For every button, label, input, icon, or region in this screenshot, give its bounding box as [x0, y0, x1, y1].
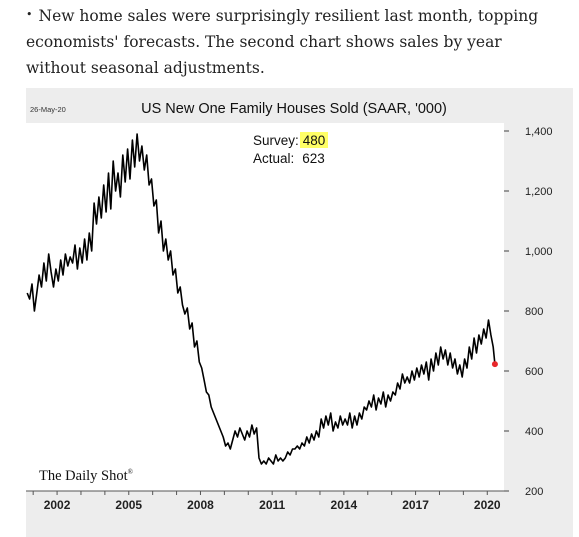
y-tick-label: 1,200: [525, 186, 553, 198]
y-tick-label: 200: [525, 486, 543, 498]
x-tick-label: 2002: [44, 498, 71, 512]
source-mark: ®: [128, 468, 134, 476]
series-line: [26, 133, 496, 465]
chart-title: US New One Family Houses Sold (SAAR, '00…: [141, 101, 447, 117]
caption-text: New home sales were surprisingly resilie…: [26, 7, 539, 77]
source-logo: The Daily Shot®: [39, 468, 134, 484]
x-tick-label: 2014: [331, 498, 358, 512]
chart-date: 26-May-20: [30, 105, 66, 114]
chart-svg: 26-May-20 US New One Family Houses Sold …: [26, 101, 553, 512]
x-tick-label: 2011: [259, 498, 285, 512]
x-tick-label: 2008: [187, 498, 214, 512]
survey-annotation: Survey: 480: [253, 133, 325, 148]
bullet-icon: •: [26, 8, 33, 21]
x-tick-label: 2005: [115, 498, 142, 512]
article-caption: • New home sales were surprisingly resili…: [26, 2, 566, 81]
x-tick-label: 2017: [402, 498, 429, 512]
y-tick-label: 600: [525, 366, 543, 378]
chart-panel: 26-May-20 US New One Family Houses Sold …: [26, 88, 573, 537]
actual-annotation: Actual: 623: [253, 151, 325, 166]
survey-value: 480: [303, 133, 326, 148]
source-name: The Daily Shot: [39, 468, 128, 484]
y-tick-label: 400: [525, 426, 543, 438]
x-tick-label: 2020: [474, 498, 501, 512]
plot-area: [26, 123, 504, 491]
survey-value-highlight: [300, 132, 328, 148]
x-axis: 2002 2005 2008 2011 2014 2017 2020: [26, 490, 504, 512]
actual-label: Actual:: [253, 151, 294, 166]
y-axis: 200 400 600 800 1,000 1,200 1,400: [504, 126, 553, 498]
actual-value: 623: [302, 151, 325, 166]
y-tick-label: 800: [525, 306, 543, 318]
y-tick-label: 1,400: [525, 126, 553, 138]
last-data-point: [491, 361, 498, 368]
survey-label: Survey:: [253, 133, 299, 148]
y-tick-label: 1,000: [525, 246, 553, 258]
